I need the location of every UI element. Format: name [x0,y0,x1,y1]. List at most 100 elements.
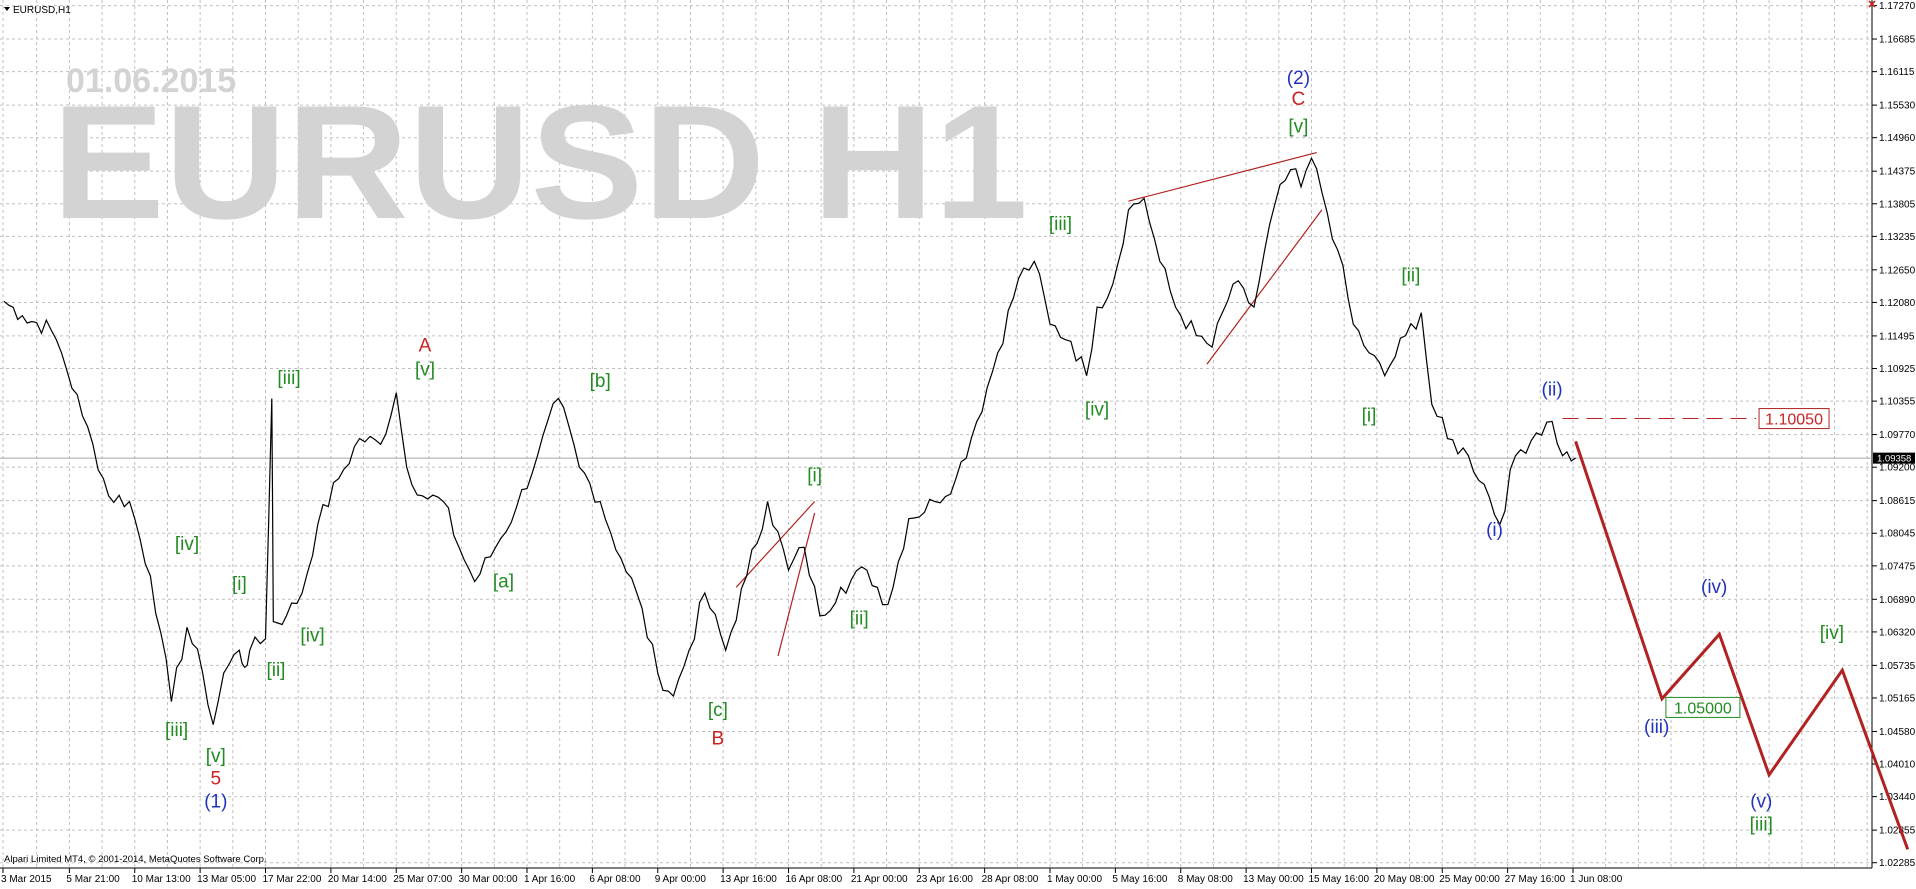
price-axis[interactable]: 1.17270 1.16685 1.16115 1.15530 1.14960 1.143… [1872,1,1916,869]
price-line [3,156,1576,725]
wave-label: [b] [590,371,611,392]
wave-label: B [712,729,725,750]
x-tick-label: 27 May 16:00 [1505,874,1566,884]
x-tick-label: 13 May 00:00 [1243,874,1304,884]
y-tick-label: 1.07475 [1879,561,1916,572]
y-tick-label: 1.08045 [1879,529,1916,540]
x-tick-label: 25 Mar 07:00 [393,874,452,884]
projection-line [1574,440,1910,850]
close-icon[interactable] [1868,0,1876,8]
wave-label: [iv] [175,534,199,555]
y-tick-label: 1.05165 [1879,693,1916,704]
chart-title: EURUSD,H1 [13,5,71,16]
triangle-down-icon[interactable] [4,7,10,11]
wave-label: [ii] [850,608,869,629]
wave-label: (v) [1750,792,1772,813]
x-tick-label: 30 Mar 00:00 [459,874,518,884]
y-tick-label: 1.16115 [1879,67,1915,78]
trendline [1128,151,1317,202]
wave-label: [i] [232,574,247,595]
x-tick-label: 28 Apr 08:00 [982,874,1039,884]
wave-label: [a] [493,571,514,592]
y-tick-label: 1.10925 [1879,364,1916,375]
y-tick-label: 1.02855 [1879,826,1916,837]
resistance-level-label: 1.10050 [1765,412,1823,429]
x-tick-label: 20 Mar 14:00 [328,874,387,884]
wave-label: (iv) [1701,577,1727,598]
watermark: 01.06.2015 EURUSD H1 [52,62,1028,253]
y-tick-label: 1.09770 [1879,430,1916,441]
y-tick-label: 1.14960 [1879,133,1916,144]
y-tick-label: 1.04010 [1879,760,1916,771]
y-tick-label: 1.16685 [1879,35,1916,46]
wave-label: [c] [708,700,728,721]
y-tick-label: 1.05735 [1879,661,1916,672]
trendline [777,512,816,657]
wave-labels: (2)C [v] [iii] [iv] [ii] [i] (ii) (i) A [v] [b] [ii… [165,68,1844,835]
current-price-tag: 1.09358 [1873,452,1915,465]
y-tick-label: 1.09200 [1879,463,1916,474]
current-price-label: 1.09358 [1877,454,1911,465]
x-tick-label: 5 May 16:00 [1112,874,1167,884]
x-tick-label: 17 Mar 22:00 [263,874,322,884]
x-tick-label: 1 May 00:00 [1047,874,1102,884]
y-tick-label: 1.06890 [1879,595,1916,606]
watermark-date: 01.06.2015 [66,62,236,100]
wave-label: (i) [1486,520,1503,541]
wave-label: [iii] [277,368,300,389]
y-tick-label: 1.12650 [1879,265,1916,276]
time-axis[interactable]: 3 Mar 2015 5 Mar 21:00 10 Mar 13:00 13 Mar … [1,868,1623,885]
wave-label: C [1292,89,1306,110]
wave-label: [v] [206,746,226,767]
wave-label: [ii] [1401,265,1420,286]
x-tick-label: 9 Apr 00:00 [655,874,707,884]
chart-title-bar[interactable]: EURUSD,H1 [4,5,71,16]
y-tick-label: 1.03440 [1879,792,1916,803]
y-tick-label: 1.06320 [1879,627,1916,638]
wave-label: (iii) [1644,717,1669,738]
wave-label: A [419,336,432,357]
resistance-level-tag [1758,408,1830,430]
y-tick-label: 1.13805 [1879,199,1916,210]
trendline [1206,209,1323,365]
x-tick-label: 1 Apr 16:00 [524,874,576,884]
wave-label: [ii] [266,660,285,681]
wave-label: [v] [415,360,435,381]
y-tick-label: 1.11495 [1879,331,1915,342]
x-tick-label: 3 Mar 2015 [1,874,52,884]
y-tick-label: 1.13235 [1879,232,1916,243]
x-tick-label: 13 Mar 05:00 [197,874,256,884]
y-tick-label: 1.14375 [1879,167,1916,178]
price-tags: 1.10050 1.05000 [1665,408,1830,718]
target-level-label: 1.05000 [1674,700,1732,717]
x-tick-label: 23 Apr 16:00 [916,874,973,884]
x-tick-label: 13 Apr 16:00 [720,874,777,884]
x-tick-label: 1 Jun 08:00 [1570,874,1623,884]
wave-label: [v] [1288,117,1308,138]
wave-label: [i] [807,465,822,486]
wave-label: 5 [211,769,222,790]
y-tick-label: 1.04580 [1879,727,1916,738]
wave-label: [iii] [1049,214,1072,235]
y-tick-label: 1.17270 [1879,1,1916,12]
wave-label: (ii) [1542,380,1563,401]
wave-label: (2) [1287,68,1310,89]
wave-label: [iv] [300,626,324,647]
trendlines [735,151,1323,657]
x-tick-label: 21 Apr 00:00 [851,874,908,884]
wave-label: [iii] [1750,814,1773,835]
y-tick-label: 1.12080 [1879,298,1916,309]
wave-label: (1) [204,792,227,813]
watermark-symbol: EURUSD H1 [52,72,1028,253]
x-tick-label: 6 Apr 08:00 [589,874,641,884]
x-tick-label: 16 Apr 08:00 [786,874,843,884]
axis-frame [0,0,1873,869]
wave-label: [iii] [165,720,188,741]
wave-label: [iv] [1820,623,1844,644]
y-tick-label: 1.15530 [1879,101,1916,112]
y-tick-label: 1.10355 [1879,397,1916,408]
x-tick-label: 5 Mar 21:00 [66,874,120,884]
